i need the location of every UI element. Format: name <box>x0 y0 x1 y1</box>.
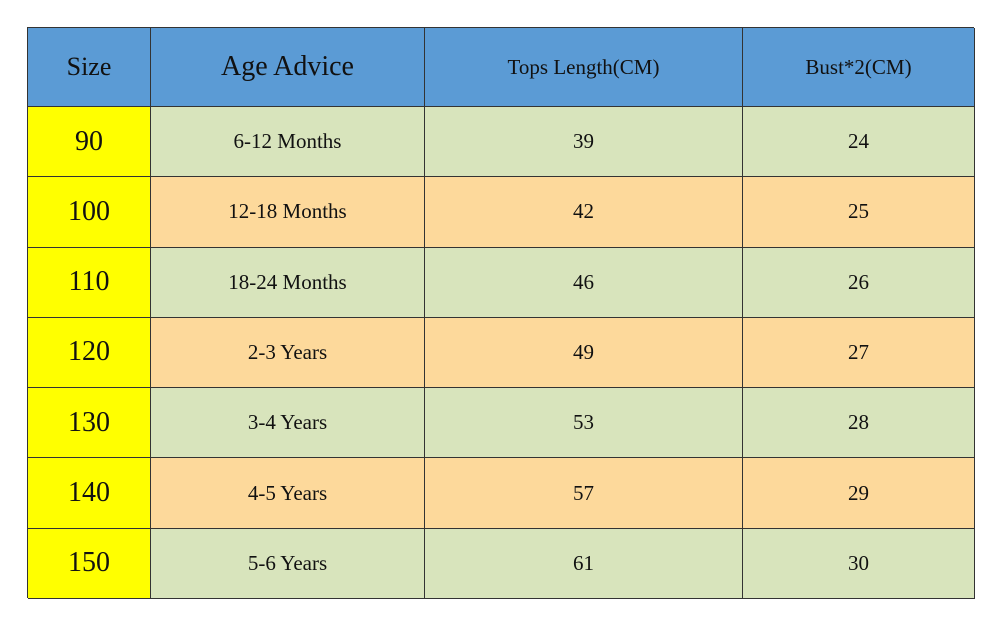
data-cell: 57 <box>425 458 743 529</box>
header-cell: Bust*2(CM) <box>743 28 975 107</box>
data-cell: 28 <box>743 388 975 459</box>
data-cell: 6-12 Months <box>151 107 425 178</box>
data-cell: 49 <box>425 317 743 389</box>
header-cell: Size <box>28 28 151 107</box>
size-cell: 110 <box>28 247 151 318</box>
size-cell: 150 <box>28 528 151 599</box>
data-cell: 2-3 Years <box>151 317 425 389</box>
size-cell: 90 <box>28 107 151 178</box>
data-cell: 26 <box>743 247 975 318</box>
data-cell: 42 <box>425 177 743 248</box>
data-cell: 27 <box>743 317 975 389</box>
size-cell: 140 <box>28 458 151 529</box>
data-cell: 24 <box>743 107 975 178</box>
data-cell: 12-18 Months <box>151 177 425 248</box>
data-cell: 5-6 Years <box>151 528 425 599</box>
data-cell: 46 <box>425 247 743 318</box>
size-cell: 120 <box>28 317 151 389</box>
data-cell: 61 <box>425 528 743 599</box>
data-cell: 3-4 Years <box>151 388 425 459</box>
data-cell: 18-24 Months <box>151 247 425 318</box>
data-cell: 30 <box>743 528 975 599</box>
data-cell: 25 <box>743 177 975 248</box>
data-cell: 29 <box>743 458 975 529</box>
size-cell: 130 <box>28 388 151 459</box>
header-cell: Tops Length(CM) <box>425 28 743 107</box>
data-cell: 53 <box>425 388 743 459</box>
data-cell: 4-5 Years <box>151 458 425 529</box>
size-table: Size Age Advice Tops Length(CM) Bust*2(CM) 9… <box>27 27 975 599</box>
size-cell: 100 <box>28 177 151 248</box>
data-cell: 39 <box>425 107 743 178</box>
header-cell: Age Advice <box>151 28 425 107</box>
